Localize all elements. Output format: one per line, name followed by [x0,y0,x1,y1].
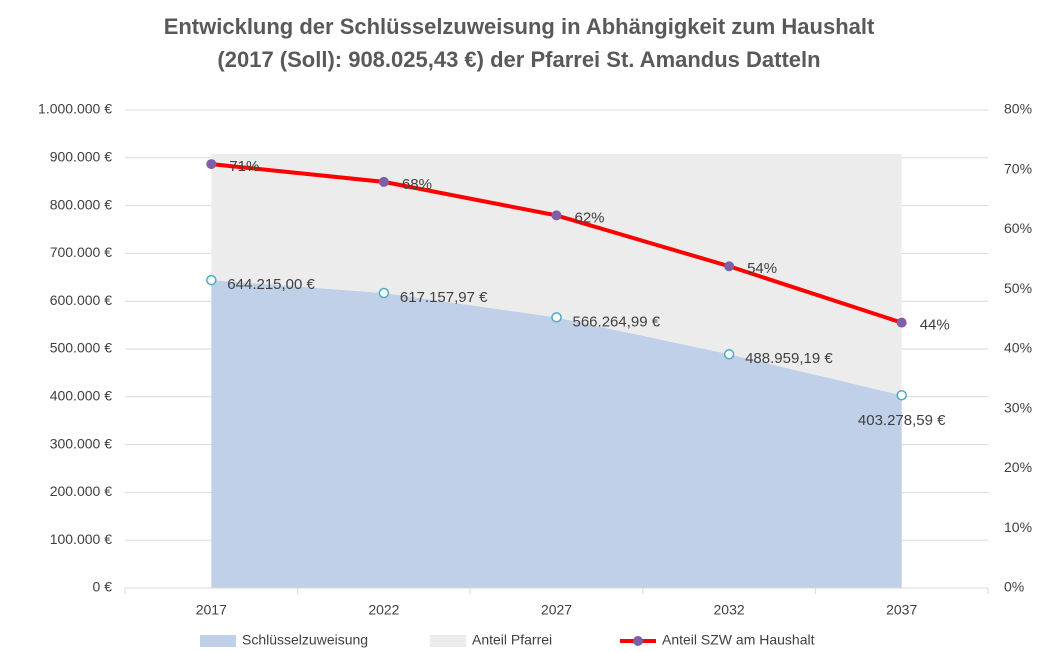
y-tick-label: 500.000 € [50,340,112,356]
marker [378,287,390,299]
y-tick-label: 400.000 € [50,388,112,404]
marker [206,274,217,286]
legend-label: Anteil Pfarrei [472,632,552,648]
y-tick-label: 700.000 € [50,244,112,260]
legend-swatch [430,635,466,647]
chart-title: Entwicklung der Schlüsselzuweisung in Ab… [164,14,875,39]
area [211,153,902,396]
marker [724,261,735,272]
data-label: 54% [747,260,777,277]
y-tick-label: 800.000 € [50,196,112,212]
marker [551,210,562,221]
y-tick-label: 900.000 € [50,149,112,165]
marker [206,159,217,170]
y-tick-label: 100.000 € [50,531,112,547]
y-tick-label: 200.000 € [50,483,112,499]
legend-swatch [200,635,236,647]
x-tick-label: 2037 [886,602,917,618]
y2-tick-label: 50% [1004,280,1032,296]
y-tick-label: 300.000 € [50,435,112,451]
marker [896,389,907,401]
marker [896,317,907,328]
data-label: 566.264,99 € [573,313,661,330]
y2-tick-label: 0% [1004,579,1024,595]
chart-title: (2017 (Soll): 908.025,43 €) der Pfarrei … [217,47,820,72]
data-label: 617.157,97 € [400,289,488,306]
legend-swatch [633,636,643,646]
y2-tick-label: 40% [1004,340,1032,356]
marker [723,349,735,360]
y2-tick-label: 80% [1004,101,1032,117]
y2-tick-label: 10% [1004,519,1032,535]
y2-tick-label: 60% [1004,220,1032,236]
data-label: 71% [229,158,259,175]
data-label: 44% [920,317,950,334]
marker [378,176,389,187]
legend-label: Schlüsselzuweisung [242,632,368,648]
y-tick-label: 600.000 € [50,292,112,308]
x-tick-label: 2027 [541,602,572,618]
y-tick-label: 0 € [93,579,113,595]
data-label: 488.959,19 € [745,350,833,367]
y-tick-label: 1.000.000 € [38,101,112,117]
y2-tick-label: 70% [1004,160,1032,176]
data-label: 62% [575,209,605,226]
data-label: 644.215,00 € [227,276,315,293]
x-tick-label: 2017 [196,602,227,618]
data-label: 68% [402,176,432,193]
x-tick-label: 2032 [714,602,745,618]
x-tick-label: 2022 [368,602,399,618]
y2-tick-label: 20% [1004,459,1032,475]
y2-tick-label: 30% [1004,399,1032,415]
legend-label: Anteil SZW am Haushalt [662,632,815,648]
marker [551,312,562,323]
data-label: 403.278,59 € [858,412,946,429]
